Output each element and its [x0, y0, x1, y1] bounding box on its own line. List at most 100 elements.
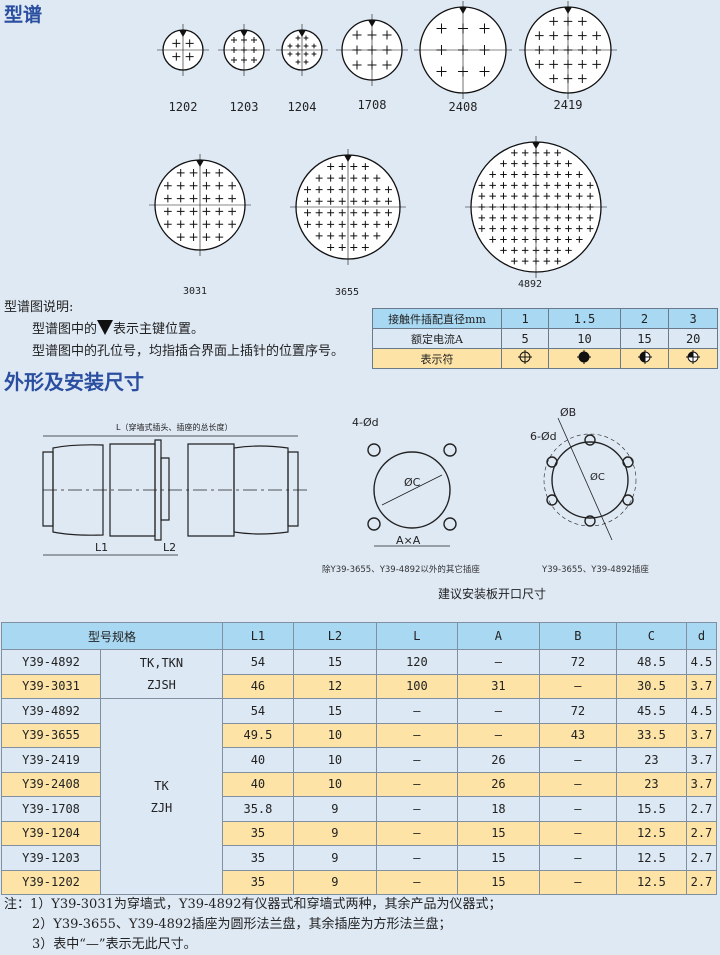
- pin-mark: [521, 236, 529, 243]
- value-cell: 40: [221, 747, 294, 773]
- value-cell: 46: [221, 673, 294, 699]
- model-cell: Y39-3655: [1, 722, 101, 748]
- pin-mark: [436, 45, 447, 55]
- pin-mark: [554, 192, 561, 200]
- pin-mark: [241, 57, 247, 63]
- key-triangle-icon: [179, 30, 187, 37]
- pin-mark: [563, 45, 573, 55]
- pin-mark: [384, 220, 392, 228]
- pin-mark: [367, 30, 377, 40]
- pin-mark: [338, 186, 346, 194]
- model-cell: Y39-2408: [1, 771, 101, 797]
- value-cell: 54: [221, 698, 294, 724]
- pin-mark: [228, 181, 236, 190]
- group-cell: TK,TKN ZJSH: [100, 649, 223, 699]
- pin-mark: [189, 233, 198, 241]
- value-cell: 100: [375, 673, 458, 699]
- pin-mark: [489, 182, 496, 189]
- value-cell: —: [375, 869, 458, 895]
- pin-mark: [373, 209, 381, 217]
- pin-mark: [303, 43, 309, 49]
- pin-mark: [176, 207, 185, 216]
- pin-mark: [489, 214, 496, 222]
- pin-mark: [489, 171, 496, 178]
- pin-mark: [554, 203, 561, 211]
- legend-cell: 10: [548, 328, 621, 349]
- pin-mark: [576, 236, 583, 243]
- pin-mark: [327, 243, 335, 251]
- pin-mark: [327, 186, 335, 194]
- pin-mark: [185, 52, 194, 61]
- pin-mark: [500, 247, 507, 254]
- half-filled-circle-icon: [619, 348, 670, 369]
- pin-mark: [215, 220, 224, 229]
- pin-mark: [478, 203, 486, 211]
- pin-mark: [489, 236, 496, 243]
- pin-mark: [565, 182, 572, 189]
- pin-mark: [565, 203, 572, 211]
- value-cell: 72: [538, 649, 617, 675]
- pin-mark: [592, 60, 601, 69]
- filled-circle-icon: [548, 348, 621, 369]
- connector-label: 3655: [334, 287, 360, 298]
- connector-label: 3031: [182, 286, 208, 297]
- pin-mark: [479, 66, 490, 77]
- pin-mark: [586, 225, 594, 232]
- table-row: Y39-4892 TK ZJH 54 15— —72 45.5 4.5: [1, 698, 718, 895]
- square-caption: 除Y39-3655、Y39-4892以外的其它插座: [322, 564, 480, 575]
- group-line: ZJH: [150, 800, 173, 815]
- pinout-3031: [149, 154, 251, 256]
- header-cell: A: [456, 622, 540, 650]
- value-cell: 23: [615, 747, 687, 773]
- pin-mark: [361, 209, 369, 217]
- pin-mark: [586, 214, 594, 222]
- header-cell: C: [615, 622, 687, 650]
- value-cell: 3.7: [685, 722, 718, 748]
- table-row: Y39-2408 40 10—26—23 3.7: [1, 771, 718, 797]
- spec-table: 型号规格 L1 L2 L A B C d Y39-4892 TK,TKN ZJSH 5…: [1, 622, 718, 895]
- pinout-3655: [290, 149, 406, 265]
- value-cell: 10: [292, 771, 377, 797]
- pin-mark: [311, 51, 317, 57]
- footnote: 注：1）Y39-3031为穿墙式，Y39-4892有仪器式和穿墙式两种，其余产品…: [4, 897, 502, 912]
- pin-mark: [554, 182, 561, 189]
- pin-mark: [373, 220, 381, 228]
- pin-mark: [565, 225, 572, 232]
- pin-mark: [303, 59, 309, 65]
- pin-mark: [554, 225, 561, 232]
- model-cell: Y39-1204: [1, 820, 101, 846]
- pin-mark: [304, 220, 312, 228]
- value-cell: 18: [456, 796, 540, 822]
- value-cell: 15: [292, 649, 377, 675]
- pin-mark: [202, 194, 211, 203]
- value-cell: 10: [292, 722, 377, 748]
- pin-mark: [554, 171, 561, 178]
- legend-label: 接触件插配直径mm: [372, 308, 502, 329]
- round-b-label: ØB: [560, 406, 576, 419]
- pin-mark: [532, 192, 540, 200]
- pin-mark: [535, 31, 544, 40]
- connector-side-view: [42, 435, 310, 556]
- pin-mark: [373, 197, 381, 205]
- pin-mark: [215, 194, 224, 203]
- pin-mark: [489, 203, 496, 211]
- value-cell: 12: [292, 673, 377, 699]
- connector-label: 4892: [517, 279, 543, 290]
- pin-mark: [576, 214, 583, 222]
- connector-label: 1204: [287, 100, 317, 114]
- header-cell: L: [375, 622, 458, 650]
- pin-mark: [189, 169, 198, 177]
- pin-mark: [241, 37, 247, 43]
- value-cell: 2.7: [685, 845, 718, 871]
- pin-mark: [535, 60, 544, 69]
- header-cell: d: [685, 622, 718, 650]
- pin-mark: [361, 243, 369, 251]
- value-cell: —: [538, 845, 617, 871]
- pin-mark: [202, 169, 211, 177]
- pin-mark: [521, 214, 529, 222]
- table-row: Y39-2419 40 10—26—23 3.7: [1, 747, 718, 773]
- pin-mark: [315, 174, 323, 182]
- pin-mark: [350, 243, 358, 251]
- value-cell: —: [375, 796, 458, 822]
- square-holes-label: 4-Ød: [352, 416, 379, 429]
